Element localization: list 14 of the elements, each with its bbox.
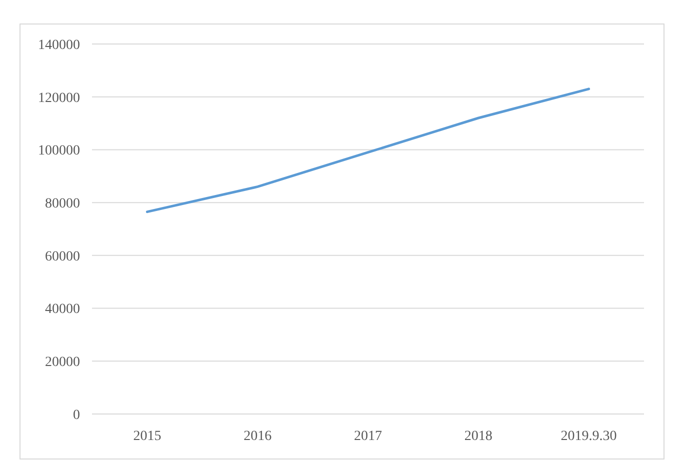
y-tick-label: 40000 xyxy=(45,302,80,318)
y-tick-label: 60000 xyxy=(45,249,80,264)
y-tick-label: 120000 xyxy=(38,90,80,106)
y-tick-label: 20000 xyxy=(45,355,80,370)
x-tick-label: 2016 xyxy=(244,429,272,444)
x-tick-label: 2018 xyxy=(464,429,492,444)
y-tick-label: 0 xyxy=(73,408,80,423)
y-tick-label: 80000 xyxy=(45,196,80,212)
line-series xyxy=(146,88,590,214)
y-tick-label: 140000 xyxy=(38,38,80,53)
x-tick-label: 2017 xyxy=(354,429,382,444)
x-tick-label: 2019.9.30 xyxy=(560,429,617,444)
y-tick-label: 100000 xyxy=(38,144,80,159)
x-tick-label: 2015 xyxy=(133,429,162,444)
